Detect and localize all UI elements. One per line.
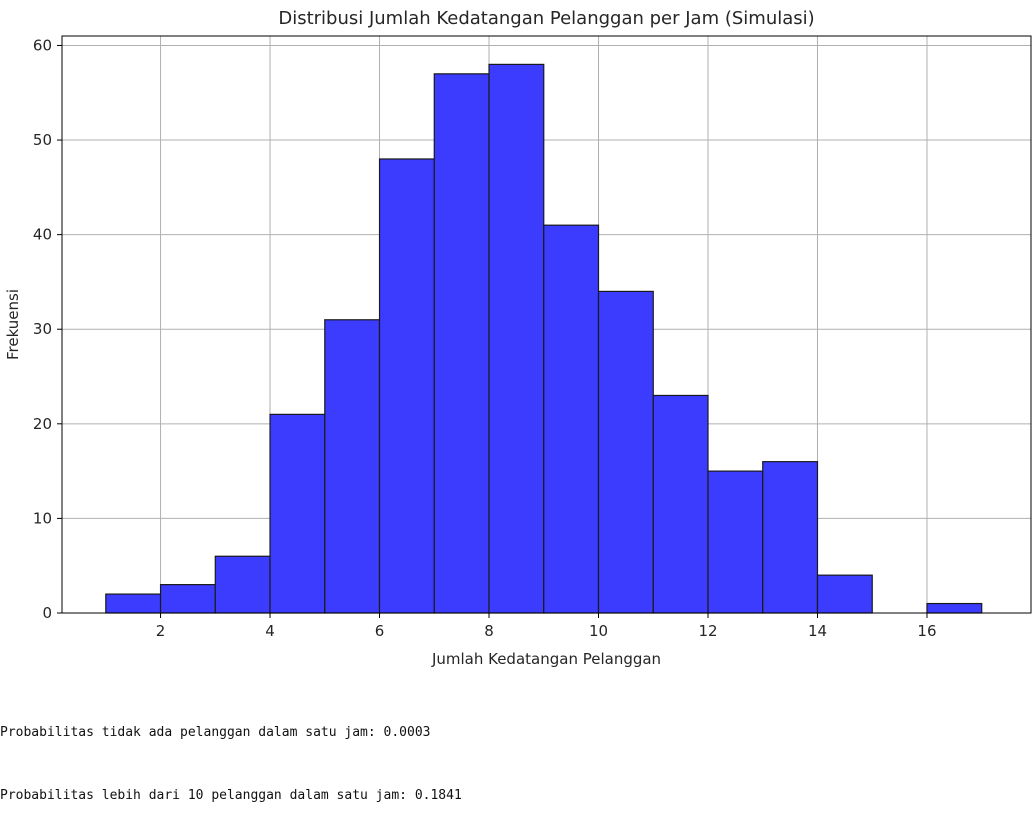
plot-frame xyxy=(61,35,1032,614)
probability-over-ten-line: Probabilitas lebih dari 10 pelanggan dal… xyxy=(0,788,462,803)
x-tick-label: 16 xyxy=(917,622,936,640)
y-tick-label: 0 xyxy=(42,604,52,622)
histogram-bar xyxy=(488,63,545,614)
histogram-bar xyxy=(543,224,600,614)
y-tick-label: 10 xyxy=(33,509,52,527)
histogram-bar xyxy=(816,574,873,614)
histogram-bar xyxy=(762,461,819,614)
histogram-bars xyxy=(105,63,983,614)
x-tick-label: 14 xyxy=(808,622,827,640)
x-axis-label: Jumlah Kedatangan Pelanggan xyxy=(431,650,661,668)
histogram-bar xyxy=(159,584,216,614)
histogram-bar xyxy=(926,602,983,614)
x-tick-label: 4 xyxy=(265,622,275,640)
y-tick-label: 30 xyxy=(33,320,52,338)
histogram-bar xyxy=(707,470,764,614)
histogram-bar xyxy=(652,394,709,614)
x-tick-label: 10 xyxy=(589,622,608,640)
histogram-bar xyxy=(269,413,326,614)
y-axis-ticks: 0 10 20 30 40 50 60 xyxy=(33,36,62,622)
x-tick-label: 12 xyxy=(698,622,717,640)
console-output: Probabilitas tidak ada pelanggan dalam s… xyxy=(0,680,1032,827)
histogram-bar xyxy=(433,73,490,614)
histogram-chart: 2 4 6 8 10 12 14 16 0 10 20 30 40 50 60 Distribusi Ju… xyxy=(4,8,1032,668)
histogram-bar xyxy=(597,290,654,614)
histogram-bar xyxy=(214,555,271,614)
y-tick-label: 60 xyxy=(33,36,52,54)
probability-zero-line: Probabilitas tidak ada pelanggan dalam s… xyxy=(0,725,431,740)
histogram-bar xyxy=(378,158,435,614)
y-tick-label: 50 xyxy=(33,131,52,149)
x-axis-ticks: 2 4 6 8 10 12 14 16 xyxy=(156,613,937,640)
histogram-bar xyxy=(105,593,162,614)
x-tick-label: 2 xyxy=(156,622,166,640)
y-tick-label: 40 xyxy=(33,226,52,244)
y-axis-label: Frekuensi xyxy=(4,289,22,360)
x-tick-label: 8 xyxy=(484,622,494,640)
y-tick-label: 20 xyxy=(33,415,52,433)
chart-title: Distribusi Jumlah Kedatangan Pelanggan p… xyxy=(278,8,814,29)
histogram-bar xyxy=(324,319,381,614)
axes-frame xyxy=(61,35,1032,614)
x-tick-label: 6 xyxy=(375,622,385,640)
